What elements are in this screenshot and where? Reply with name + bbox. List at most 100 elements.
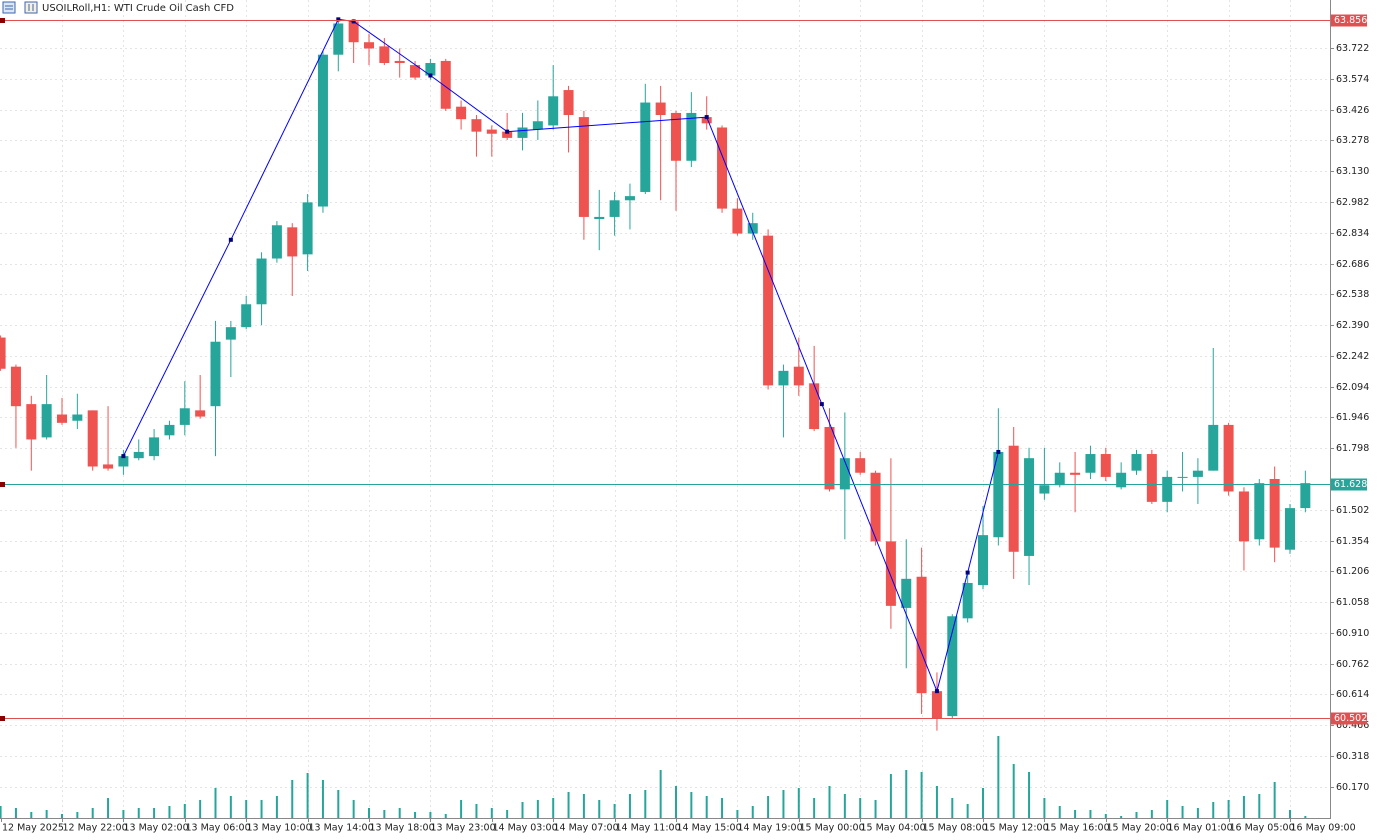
- volume-bar: [997, 736, 1000, 818]
- y-tick-label: 62.390: [1336, 320, 1369, 331]
- x-tick-label: 14 May 03:00: [493, 823, 558, 834]
- candle-body: [993, 451, 1004, 538]
- price-label-box: [1331, 14, 1367, 27]
- candle-body: [0, 337, 6, 369]
- zigzag-point: [704, 115, 709, 120]
- candle-body: [901, 578, 912, 608]
- candle-body: [548, 96, 559, 126]
- chart-title: USOILRoll,H1: WTI Crude Oil Cash CFD: [42, 3, 234, 14]
- volume-bar: [475, 804, 478, 818]
- candle-body: [225, 327, 236, 340]
- candle-body: [103, 464, 114, 469]
- volume-bar: [951, 798, 954, 818]
- candle-body: [978, 535, 988, 586]
- volume-bar: [1135, 812, 1138, 818]
- volume-bar: [782, 790, 785, 818]
- x-tick-label: 13 May 23:00: [431, 823, 496, 834]
- y-tick-label: 61.206: [1336, 566, 1369, 577]
- candle-body: [1238, 491, 1249, 542]
- candle-body: [824, 426, 835, 490]
- volume-bar: [1166, 800, 1169, 818]
- candle-body: [149, 437, 160, 457]
- candle-body: [425, 63, 436, 76]
- candle-body: [931, 691, 942, 719]
- volume-bar: [368, 808, 370, 818]
- x-tick-label: 13 May 14:00: [309, 823, 374, 834]
- candle-body: [809, 383, 820, 430]
- zigzag-point: [336, 17, 341, 22]
- volume-bar: [552, 798, 555, 818]
- y-tick-label: 61.058: [1336, 597, 1369, 608]
- volume-bar: [275, 796, 278, 818]
- x-tick-label: 13 May 10:00: [247, 823, 312, 834]
- x-tick-label: 15 May 20:00: [1107, 823, 1172, 834]
- volume-bar: [61, 814, 63, 818]
- price-marker: [0, 18, 5, 23]
- zigzag-point: [996, 449, 1001, 454]
- candle-body: [72, 414, 83, 421]
- volume-bar: [444, 814, 447, 818]
- volume-bar: [1012, 764, 1015, 818]
- price-label: 60.502: [1334, 713, 1367, 724]
- overlay: [0, 17, 1330, 721]
- volume-bar: [843, 794, 846, 818]
- candle-body: [1008, 445, 1019, 552]
- candle-body: [302, 202, 313, 255]
- candle-body: [210, 341, 221, 407]
- candle-body: [333, 23, 344, 55]
- volume-bar: [874, 800, 877, 818]
- volume-bar: [352, 800, 355, 818]
- candle-body: [655, 102, 666, 116]
- candle-body: [717, 127, 728, 209]
- x-tick-label: 16 May 09:00: [1291, 823, 1356, 834]
- candle-body: [885, 541, 896, 606]
- candle-body: [241, 304, 252, 328]
- candle-body: [10, 366, 21, 407]
- candle-body: [118, 456, 129, 467]
- candle-body: [164, 424, 175, 436]
- candle-body: [287, 227, 298, 257]
- volume-bar: [889, 774, 892, 818]
- y-tick-label: 60.318: [1336, 751, 1369, 762]
- volume-bar: [1196, 808, 1199, 818]
- candle-body: [747, 223, 758, 234]
- candle-body: [1039, 485, 1050, 494]
- volume-bar: [1104, 814, 1107, 818]
- volume-bar: [14, 808, 17, 818]
- volume-bar: [398, 808, 401, 818]
- price-label-box: [1331, 478, 1367, 491]
- volume-bar: [1120, 816, 1123, 818]
- x-tick-label: 13 May 06:00: [186, 823, 251, 834]
- x-tick-label: 14 May 11:00: [616, 823, 681, 834]
- x-tick-label: 13 May 18:00: [370, 823, 435, 834]
- candle-body: [364, 42, 374, 49]
- y-tick-label: 63.278: [1336, 135, 1369, 146]
- y-tick-label: 63.722: [1336, 43, 1369, 54]
- zigzag-point: [351, 19, 356, 24]
- candle-body: [348, 21, 359, 43]
- header: USOILRoll,H1: WTI Crude Oil Cash CFD: [2, 1, 234, 14]
- y-tick-label: 61.354: [1336, 536, 1369, 547]
- candles: [0, 19, 1311, 731]
- candle-body: [609, 200, 620, 217]
- price-marker: [0, 716, 5, 721]
- volume-bar: [122, 810, 125, 818]
- x-tick-label: 13 May 02:00: [124, 823, 189, 834]
- volume-bar: [1289, 810, 1291, 818]
- volume-bar: [490, 808, 493, 818]
- price-marker: [0, 482, 5, 487]
- candle-body: [1177, 476, 1188, 478]
- candle-body: [379, 46, 390, 64]
- price-label: 63.856: [1334, 15, 1367, 26]
- y-tick-label: 60.170: [1336, 782, 1369, 793]
- y-tick-label: 62.982: [1336, 197, 1369, 208]
- candle-body: [1024, 458, 1035, 556]
- volume-bar: [1074, 810, 1077, 818]
- candle-body: [1208, 424, 1219, 471]
- x-tick-label: 15 May 12:00: [984, 823, 1049, 834]
- x-tick-label: 14 May 07:00: [554, 823, 619, 834]
- candle-body: [317, 54, 328, 207]
- candle-body: [686, 112, 697, 161]
- volume-bar: [506, 810, 509, 818]
- y-tick-label: 62.686: [1336, 259, 1369, 270]
